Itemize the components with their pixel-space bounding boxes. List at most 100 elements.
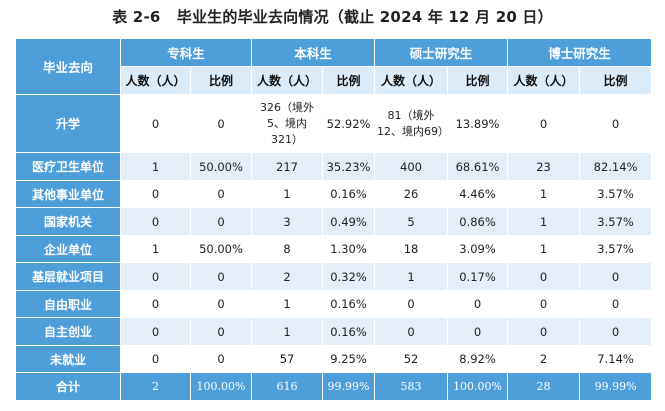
- cell: 0.49%: [322, 207, 376, 236]
- row-label: 基层就业项目: [15, 262, 121, 291]
- cell: 0: [120, 180, 191, 208]
- cell: 217: [251, 152, 324, 181]
- cell: 57: [251, 345, 324, 373]
- cell: 1: [251, 317, 324, 346]
- cell: 0: [374, 290, 449, 318]
- table-row: 企业单位 1 50.00% 8 1.30% 18 3.09% 1 3.57%: [15, 235, 653, 263]
- cell: 616: [251, 372, 324, 401]
- cell: 7.14%: [579, 345, 653, 373]
- cell: 0.17%: [447, 262, 509, 291]
- cell: 1: [374, 262, 449, 291]
- cell: 0: [120, 317, 191, 346]
- cell: 52.92%: [322, 94, 376, 153]
- cell: 0.16%: [322, 290, 376, 318]
- cell: 4.46%: [447, 180, 509, 208]
- table-row: 国家机关 0 0 3 0.49% 5 0.86% 1 3.57%: [15, 207, 653, 236]
- cell: 0: [579, 94, 653, 153]
- cell: 0: [507, 262, 581, 291]
- cell: 0: [189, 317, 253, 346]
- cell: 3.09%: [447, 235, 509, 263]
- row-label: 企业单位: [15, 235, 121, 263]
- ratio-header: 比例: [579, 66, 653, 95]
- table-title: 表 2-6 毕业生的毕业去向情况（截止 2024 年 12 月 20 日）: [112, 8, 553, 26]
- row-label: 其他事业单位: [15, 180, 121, 208]
- cell: 3: [251, 207, 324, 236]
- cell: 2: [120, 372, 191, 401]
- cell: 2: [507, 345, 581, 373]
- table-row: 其他事业单位 0 0 1 0.16% 26 4.46% 1 3.57%: [15, 180, 653, 208]
- row-label: 升学: [15, 94, 121, 153]
- cell: 0.86%: [447, 207, 509, 236]
- table-row: 医疗卫生单位 1 50.00% 217 35.23% 400 68.61% 23…: [15, 152, 653, 181]
- group-header-benke: 本科生: [251, 38, 376, 67]
- cell: 82.14%: [579, 152, 653, 181]
- total-row: 合计 2 100.00% 616 99.99% 583 100.00% 28 9…: [15, 372, 653, 401]
- cell: 0: [579, 262, 653, 291]
- cell: 0: [374, 317, 449, 346]
- cell: 1: [507, 235, 581, 263]
- corner-header: 毕业去向: [15, 38, 121, 95]
- cell: 326（境外5、境内321）: [251, 94, 324, 153]
- count-header: 人数（人）: [374, 66, 449, 95]
- cell: 8.92%: [447, 345, 509, 373]
- cell: 0: [189, 262, 253, 291]
- cell: 8: [251, 235, 324, 263]
- cell: 1: [120, 235, 191, 263]
- cell: 50.00%: [189, 152, 253, 181]
- cell: 0: [189, 180, 253, 208]
- cell: 1: [507, 207, 581, 236]
- cell: 0: [120, 207, 191, 236]
- cell: 400: [374, 152, 449, 181]
- cell: 0: [507, 317, 581, 346]
- cell: 68.61%: [447, 152, 509, 181]
- cell: 52: [374, 345, 449, 373]
- cell: 26: [374, 180, 449, 208]
- row-label: 自主创业: [15, 317, 121, 346]
- cell: 0.16%: [322, 180, 376, 208]
- group-header-zhuanke: 专科生: [119, 38, 253, 67]
- cell: 0: [189, 94, 253, 153]
- cell: 0: [507, 94, 581, 153]
- cell: 99.99%: [322, 372, 376, 401]
- row-label: 自由职业: [15, 290, 121, 318]
- cell: 100.00%: [189, 372, 253, 401]
- cell: 0.16%: [322, 317, 376, 346]
- row-label: 国家机关: [15, 207, 121, 236]
- cell: 3.57%: [579, 180, 653, 208]
- table-row: 升学 0 0 326（境外5、境内321） 52.92% 81（境外12、境内6…: [15, 94, 653, 153]
- cell: 0.32%: [322, 262, 376, 291]
- cell: 5: [374, 207, 449, 236]
- cell: 0: [507, 290, 581, 318]
- table-row: 基层就业项目 0 0 2 0.32% 1 0.17% 0 0: [15, 262, 653, 291]
- cell: 3.57%: [579, 207, 653, 236]
- row-label: 医疗卫生单位: [15, 152, 121, 181]
- row-label: 合计: [15, 372, 121, 401]
- ratio-header: 比例: [189, 66, 253, 95]
- count-header: 人数（人）: [251, 66, 324, 95]
- cell: 0: [189, 290, 253, 318]
- count-header: 人数（人）: [120, 66, 191, 95]
- cell: 1: [251, 290, 324, 318]
- table-row: 自由职业 0 0 1 0.16% 0 0 0 0: [15, 290, 653, 318]
- cell: 35.23%: [322, 152, 376, 181]
- cell: 28: [507, 372, 581, 401]
- cell: 0: [189, 345, 253, 373]
- cell: 81（境外12、境内69）: [374, 94, 449, 153]
- cell: 100.00%: [447, 372, 509, 401]
- ratio-header: 比例: [447, 66, 509, 95]
- cell: 0: [189, 207, 253, 236]
- cell: 2: [251, 262, 324, 291]
- group-header-shuoshi: 硕士研究生: [374, 38, 509, 67]
- cell: 0: [579, 290, 653, 318]
- table-row: 未就业 0 0 57 9.25% 52 8.92% 2 7.14%: [15, 345, 653, 373]
- cell: 1: [507, 180, 581, 208]
- cell: 0: [447, 317, 509, 346]
- cell: 1.30%: [322, 235, 376, 263]
- ratio-header: 比例: [322, 66, 376, 95]
- table-row: 自主创业 0 0 1 0.16% 0 0 0 0: [15, 317, 653, 346]
- graduation-destination-table: 毕业去向 专科生 本科生 硕士研究生 博士研究生 人数（人） 比例 人数（人） …: [15, 38, 653, 401]
- cell: 583: [374, 372, 449, 401]
- cell: 99.99%: [579, 372, 653, 401]
- cell: 0: [579, 317, 653, 346]
- cell: 50.00%: [189, 235, 253, 263]
